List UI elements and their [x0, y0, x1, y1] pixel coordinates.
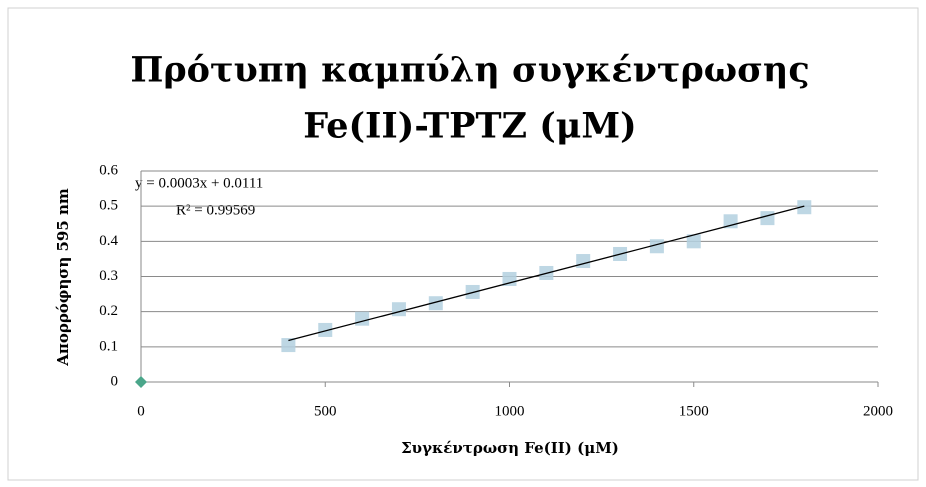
chart-title: Fe(II)-TPTZ (μM)	[303, 106, 636, 147]
x-axis-label: Συγκέντρωση Fe(II) (μΜ)	[401, 439, 619, 457]
data-point	[760, 211, 775, 226]
y-tick-label: 0.2	[99, 303, 118, 319]
data-point	[355, 311, 370, 326]
y-tick-label: 0.1	[99, 338, 118, 354]
y-tick-label: 0	[111, 373, 119, 389]
data-point	[318, 322, 333, 337]
chart-title: Πρότυπη καμπύλη συγκέντρωσης	[130, 50, 809, 91]
chart-frame	[7, 7, 919, 481]
data-point	[428, 296, 443, 311]
data-point	[576, 254, 591, 269]
x-tick-label: 1000	[495, 403, 525, 419]
annotation: R² = 0.99569	[176, 202, 255, 218]
data-point	[135, 376, 147, 388]
data-point	[686, 234, 701, 249]
x-tick-label: 2000	[863, 403, 893, 419]
trendline	[288, 205, 805, 342]
x-tick-label: 1500	[679, 403, 709, 419]
y-tick-label: 0.5	[99, 198, 118, 214]
x-tick-label: 500	[314, 403, 337, 419]
y-axis-label: Απορρόφηση 595 nm	[54, 188, 72, 367]
data-point	[649, 239, 664, 254]
data-point	[797, 200, 812, 215]
x-tick-label: 0	[137, 403, 145, 419]
annotation: y = 0.0003x + 0.0111	[135, 175, 263, 191]
data-point	[391, 302, 406, 317]
y-tick-label: 0.3	[99, 268, 118, 284]
data-point	[281, 338, 296, 353]
y-tick-label: 0.4	[99, 233, 118, 249]
y-tick-label: 0.6	[99, 162, 118, 178]
